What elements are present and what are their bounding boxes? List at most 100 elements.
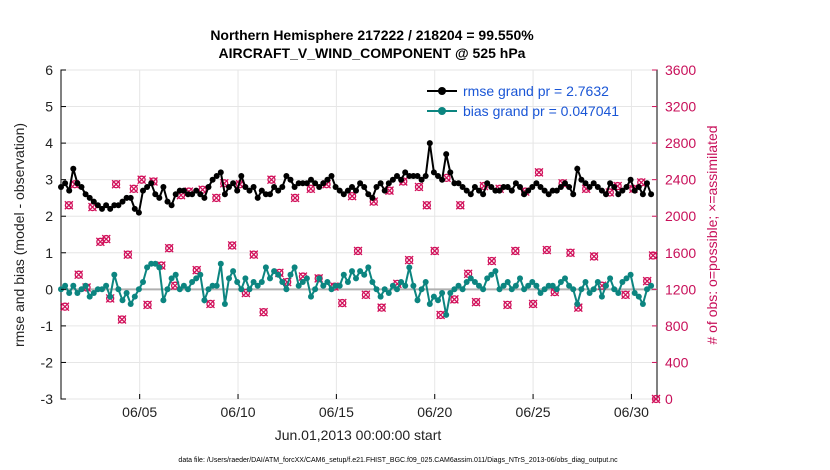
bias-point-77: [373, 286, 380, 293]
bias-point-96: [451, 286, 458, 293]
rmse-point-5: [78, 184, 85, 190]
bias-point-68: [336, 282, 343, 289]
x-tick-label-2: 06/15: [319, 404, 354, 420]
bias-point-12: [107, 293, 114, 300]
rmse-point-79: [381, 187, 388, 194]
rmse-point-109: [504, 184, 511, 190]
rmse-point-96: [451, 180, 458, 187]
obs-point-24: [211, 193, 221, 203]
rmse-point-36: [205, 184, 212, 190]
rmse-point-134: [607, 180, 614, 187]
rmse-point-63: [316, 184, 323, 190]
y-left-tick-label-9: 6: [45, 62, 53, 78]
rmse-point-62: [312, 180, 319, 187]
rmse-point-142: [639, 191, 646, 198]
rmse-point-131: [594, 184, 601, 190]
bias-point-34: [197, 271, 204, 278]
y-right-tick-label-1: 400: [665, 354, 689, 370]
rmse-point-132: [598, 187, 605, 194]
bias-point-24: [156, 264, 163, 271]
rmse-point-35: [201, 194, 208, 201]
y-left-tick-label-2: -1: [41, 318, 54, 334]
bias-point-69: [340, 271, 347, 278]
obs-point-7: [101, 234, 111, 244]
y-right-tick-label-2: 800: [665, 318, 689, 334]
rmse-point-26: [164, 198, 171, 205]
y-left-tick-label-7: 4: [45, 135, 53, 151]
bias-point-86: [410, 282, 417, 289]
y-right-tick-label-9: 3600: [665, 62, 696, 78]
bias-point-138: [623, 275, 630, 282]
obs-point-58: [471, 297, 481, 307]
rmse-point-12: [107, 205, 114, 212]
rmse-point-60: [303, 180, 310, 187]
obs-point-62: [503, 300, 512, 310]
bias-point-99: [463, 279, 470, 285]
bias-point-61: [308, 293, 314, 300]
bias-point-22: [148, 260, 155, 267]
bias-point-140: [631, 290, 638, 296]
bias-point-3: [70, 282, 77, 289]
rmse-point-11: [103, 202, 110, 209]
bias-point-114: [525, 282, 532, 289]
rmse-point-88: [418, 176, 425, 183]
rmse-point-120: [549, 187, 556, 194]
y-left-tick-label-8: 5: [45, 99, 53, 115]
rmse-point-39: [217, 169, 224, 176]
bias-point-89: [422, 279, 429, 285]
bias-point-49: [258, 279, 265, 285]
bias-point-27: [168, 275, 175, 282]
chart-title-line2: AIRCRAFT_V_WIND_COMPONENT @ 525 hPa: [219, 45, 526, 61]
rmse-point-104: [484, 180, 491, 187]
bias-point-62: [312, 286, 319, 293]
rmse-point-50: [262, 191, 269, 198]
legend-bias: bias grand pr = 0.047041: [463, 103, 619, 119]
y-left-tick-label-6: 3: [45, 172, 53, 188]
bias-point-14: [115, 286, 122, 293]
bias-point-75: [365, 264, 372, 271]
rmse-point-13: [111, 202, 118, 209]
rmse-point-138: [623, 184, 630, 190]
rmse-point-29: [176, 187, 183, 194]
bias-point-11: [103, 282, 110, 289]
bias-point-109: [504, 279, 511, 285]
rmse-point-43: [234, 187, 241, 194]
bias-point-44: [238, 286, 245, 293]
rmse-point-117: [537, 184, 544, 190]
chart-title-line1: Northern Hemisphere 217222 / 218204 = 99…: [210, 27, 534, 43]
rmse-point-76: [369, 194, 376, 201]
obs-point-26: [227, 241, 237, 250]
y-left-tick-label-4: 1: [45, 245, 53, 261]
rmse-point-65: [324, 176, 331, 183]
rmse-point-82: [394, 173, 400, 179]
bias-point-135: [611, 286, 618, 293]
bias-point-106: [492, 268, 499, 275]
rmse-point-98: [459, 184, 466, 190]
y-left-tick-label-3: 0: [45, 281, 53, 297]
rmse-point-22: [148, 180, 155, 187]
bias-point-41: [226, 275, 232, 282]
bias-point-58: [295, 282, 302, 289]
y-right-tick-label-8: 3200: [665, 99, 696, 115]
rmse-point-20: [140, 187, 146, 194]
bias-point-101: [471, 279, 478, 285]
rmse-point-106: [492, 187, 499, 194]
obs-point-34: [290, 193, 300, 203]
y-right-tick-label-3: 1200: [665, 281, 696, 297]
bias-point-83: [398, 279, 405, 285]
y-right-tick-label-7: 2800: [665, 135, 696, 151]
bias-point-37: [209, 282, 216, 289]
rmse-point-10: [99, 205, 105, 212]
rmse-point-122: [557, 184, 564, 190]
bias-point-97: [455, 282, 462, 289]
bias-point-71: [349, 268, 355, 275]
y-right-tick-label-4: 1600: [665, 245, 696, 261]
obs-point-67: [542, 245, 552, 255]
rmse-point-70: [344, 187, 351, 194]
rmse-point-129: [586, 184, 593, 190]
bias-point-8: [90, 290, 97, 296]
bias-point-59: [299, 279, 306, 285]
bias-point-40: [221, 301, 228, 307]
bias-point-53: [275, 271, 282, 278]
